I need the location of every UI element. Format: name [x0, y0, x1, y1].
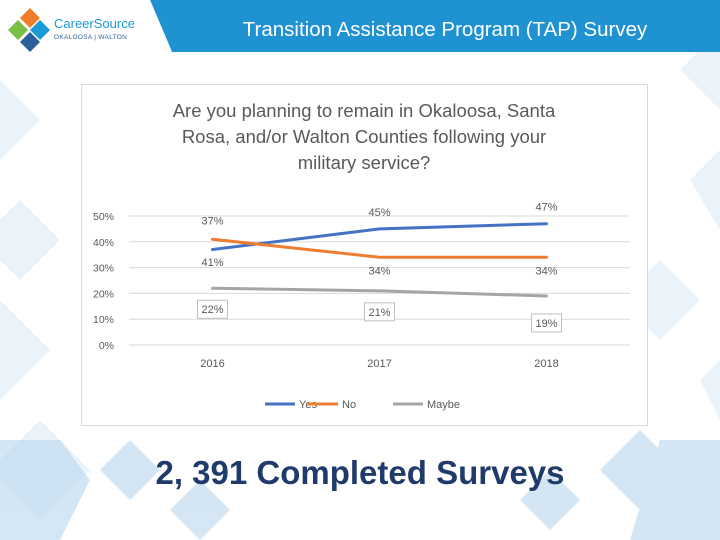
chart-panel: Are you planning to remain in Okaloosa, … — [81, 84, 648, 426]
chart-title-line: Rosa, and/or Walton Counties following y… — [182, 126, 546, 147]
logo-mark-icon — [8, 8, 50, 52]
chart-title-line: military service? — [298, 152, 431, 173]
data-label: 22% — [201, 304, 223, 316]
data-label: 41% — [201, 257, 223, 269]
data-label: 37% — [201, 216, 223, 228]
legend-label: No — [342, 399, 356, 411]
series-line-yes — [211, 222, 548, 252]
y-tick-label: 50% — [93, 211, 114, 223]
careersource-logo: CareerSource OKALOOSA | WALTON — [6, 6, 146, 52]
x-tick-label: 2017 — [367, 358, 391, 370]
completed-surveys-caption: 2, 391 Completed Surveys — [155, 454, 565, 491]
data-label-box — [197, 299, 228, 319]
y-tick-label: 0% — [99, 340, 114, 352]
y-tick-label: 30% — [93, 263, 114, 275]
y-tick-label: 20% — [93, 288, 114, 300]
line-chart: Are you planning to remain in Okaloosa, … — [93, 100, 630, 411]
x-tick-label: 2018 — [534, 358, 558, 370]
logo-region: OKALOOSA | WALTON — [54, 34, 128, 41]
data-label: 19% — [535, 318, 557, 330]
y-tick-label: 10% — [93, 314, 114, 326]
series-line-maybe — [211, 286, 548, 298]
header-bar — [0, 0, 720, 52]
legend-label: Maybe — [427, 399, 460, 411]
data-label-box — [364, 302, 395, 322]
series-line-no — [211, 237, 548, 259]
slide-title: Transition Assistance Program (TAP) Surv… — [242, 18, 648, 41]
data-label: 21% — [368, 307, 390, 319]
data-label: 34% — [368, 265, 390, 277]
data-label: 45% — [368, 207, 390, 219]
chart-title-line: Are you planning to remain in Okaloosa, … — [173, 100, 556, 121]
logo-name: CareerSource — [54, 16, 135, 31]
y-tick-label: 40% — [93, 237, 114, 249]
x-tick-label: 2016 — [200, 358, 224, 370]
data-label-box — [531, 313, 562, 333]
data-label: 47% — [535, 202, 557, 214]
data-label: 34% — [535, 265, 557, 277]
